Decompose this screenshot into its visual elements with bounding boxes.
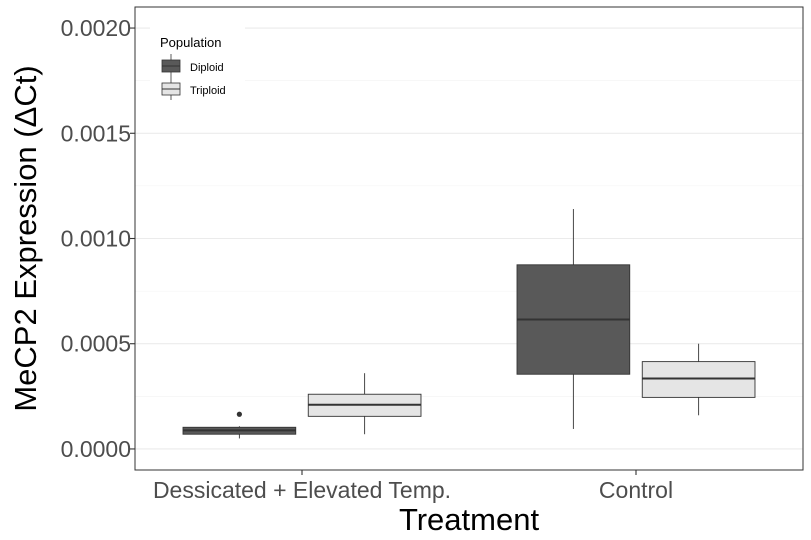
x-axis-title: Treatment xyxy=(399,502,540,537)
outlier-point xyxy=(236,411,242,417)
y-tick-label: 0.0015 xyxy=(61,120,131,146)
axes: 0.0000 0.0005 0.0010 0.0015 0.0020 Dessicated… xyxy=(61,15,673,503)
legend-label: Diploid xyxy=(190,62,224,74)
legend-item: Diploid xyxy=(161,54,224,77)
y-tick-label: 0.0010 xyxy=(61,226,131,252)
x-tick-label: Control xyxy=(599,477,673,503)
boxplot xyxy=(182,411,297,439)
legend-items: Diploid Triploid xyxy=(161,54,226,100)
y-tick-label: 0.0000 xyxy=(61,436,131,462)
boxplot xyxy=(307,373,422,435)
legend: Population Diploid Triploid xyxy=(150,26,245,104)
boxplots xyxy=(182,209,756,439)
legend-label: Triploid xyxy=(190,85,226,97)
boxplot xyxy=(641,343,756,416)
legend-item: Triploid xyxy=(161,77,226,100)
y-axis-title: MeCP2 Expression (ΔCt) xyxy=(8,65,43,411)
gridlines xyxy=(135,27,803,450)
legend-title: Population xyxy=(160,35,221,50)
x-tick-label: Dessicated + Elevated Temp. xyxy=(153,477,451,503)
box xyxy=(641,361,756,398)
y-tick-label: 0.0020 xyxy=(61,15,131,41)
boxplot xyxy=(516,209,631,429)
y-tick-label: 0.0005 xyxy=(61,331,131,357)
